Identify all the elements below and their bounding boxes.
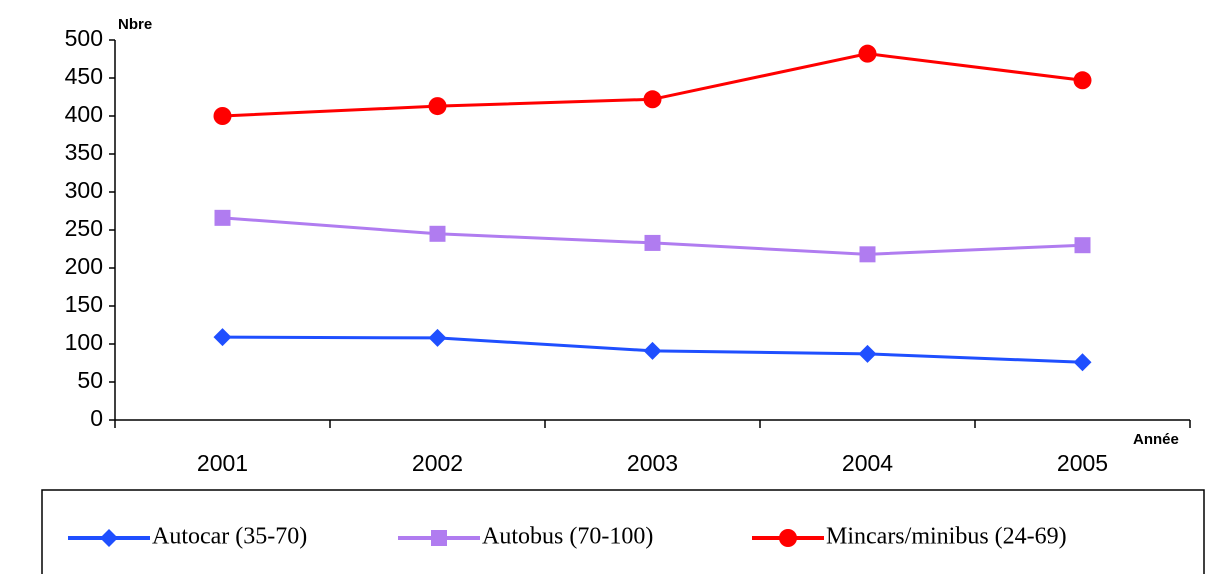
x-tick-label: 2005	[1057, 450, 1108, 476]
y-tick-label: 0	[90, 405, 103, 431]
y-tick-label: 100	[65, 329, 103, 355]
marker	[644, 234, 661, 251]
legend-box	[41, 489, 1205, 574]
marker	[429, 225, 446, 242]
y-tick-label: 150	[65, 291, 103, 317]
x-tick-label: 2004	[842, 450, 893, 476]
marker	[643, 341, 662, 360]
y-tick-label: 200	[65, 253, 103, 279]
x-tick-label: 2001	[197, 450, 248, 476]
marker	[428, 328, 447, 347]
y-tick-label: 350	[65, 139, 103, 165]
marker	[858, 44, 877, 63]
legend-label: Autocar (35-70)	[152, 524, 307, 550]
y-tick-label: 400	[65, 101, 103, 127]
y-axis-label: Nbre	[118, 16, 152, 33]
marker	[213, 107, 232, 125]
marker	[1073, 353, 1092, 372]
marker	[213, 328, 232, 347]
x-tick-label: 2002	[412, 450, 463, 476]
x-tick-label: 2003	[627, 450, 678, 476]
marker	[431, 530, 447, 546]
y-tick-label: 250	[65, 215, 103, 241]
legend-label: Mincars/minibus (24-69)	[826, 524, 1067, 550]
y-tick-label: 450	[65, 63, 103, 89]
marker	[858, 344, 877, 363]
marker	[1073, 71, 1092, 90]
marker	[1074, 237, 1091, 254]
legend-label: Autobus (70-100)	[482, 524, 653, 550]
marker	[859, 246, 876, 263]
marker	[100, 529, 118, 547]
marker	[779, 529, 797, 547]
marker	[643, 90, 662, 109]
marker	[214, 209, 231, 226]
x-axis-label: Année	[1133, 431, 1179, 448]
y-tick-label: 300	[65, 177, 103, 203]
marker	[428, 97, 447, 116]
y-tick-label: 500	[65, 25, 103, 51]
y-tick-label: 50	[77, 367, 103, 393]
